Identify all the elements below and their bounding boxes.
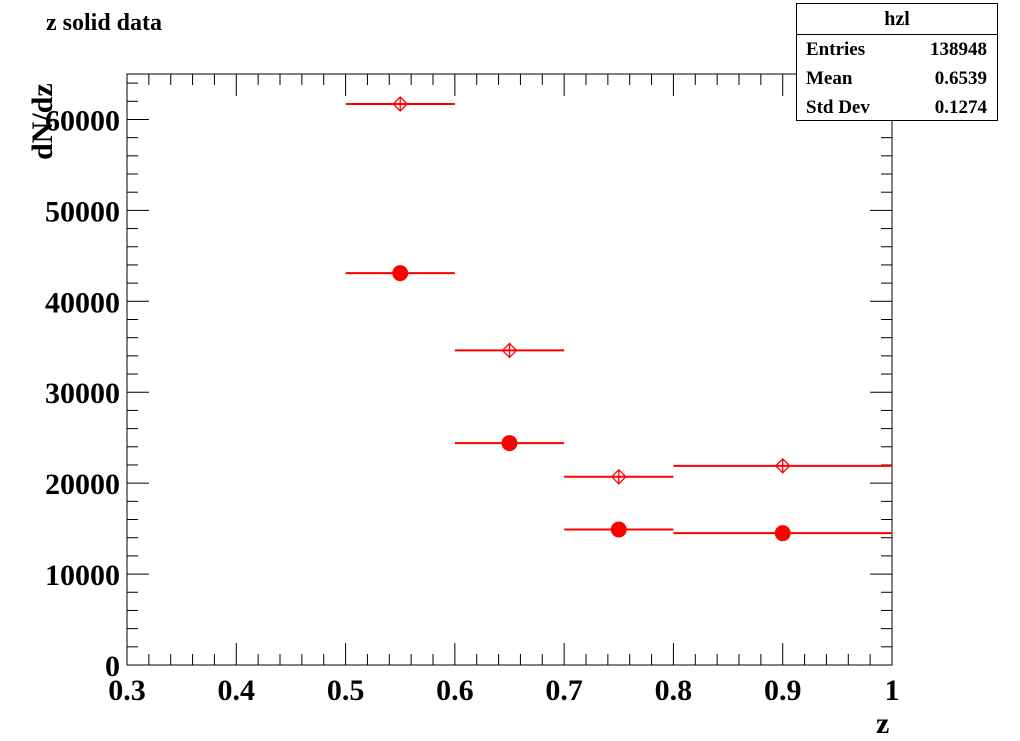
y-tick-label: 30000 — [45, 377, 120, 410]
data-point-filled-circle — [610, 521, 627, 538]
y-axis-label: dN/dz — [26, 83, 59, 160]
y-tick-label: 50000 — [45, 195, 120, 228]
stats-histogram-name: hzl — [797, 4, 997, 35]
x-tick-label: 0.7 — [545, 674, 583, 707]
data-point-open-diamond — [392, 96, 409, 112]
data-point-open-diamond — [501, 342, 518, 359]
plot-frame — [126, 73, 893, 666]
y-tick-label: 40000 — [45, 286, 120, 319]
stats-box: hzl Entries 138948 Mean 0.6539 Std Dev 0… — [796, 3, 998, 121]
stats-row-stddev: Std Dev 0.1274 — [797, 93, 997, 122]
stats-row-mean: Mean 0.6539 — [797, 64, 997, 93]
data-point-open-diamond — [774, 457, 791, 474]
chart-title: z solid data — [46, 10, 163, 36]
x-tick-label: 0.4 — [218, 674, 256, 707]
x-tick-label: 0.3 — [108, 674, 146, 707]
x-axis-label: z — [876, 707, 890, 740]
stats-mean-label: Mean — [806, 68, 853, 89]
stats-mean-value: 0.6539 — [934, 68, 987, 89]
data-point-filled-circle — [392, 265, 409, 282]
y-tick-label: 0 — [105, 650, 120, 683]
x-tick-label: 0.8 — [655, 674, 693, 707]
x-tick-label: 1 — [885, 674, 900, 707]
x-tick-label: 0.9 — [764, 674, 802, 707]
x-tick-label: 0.6 — [436, 674, 474, 707]
stats-entries-value: 138948 — [930, 39, 987, 60]
y-tick-label: 20000 — [45, 468, 120, 501]
data-point-filled-circle — [774, 525, 791, 542]
stats-stddev-label: Std Dev — [806, 97, 870, 118]
stats-stddev-value: 0.1274 — [934, 97, 987, 118]
data-point-open-diamond — [610, 468, 627, 485]
y-tick-label: 60000 — [45, 104, 120, 137]
y-tick-label: 10000 — [45, 559, 120, 592]
stats-row-entries: Entries 138948 — [797, 35, 997, 64]
stats-entries-label: Entries — [806, 39, 866, 60]
x-tick-label: 0.5 — [327, 674, 365, 707]
data-point-filled-circle — [501, 435, 518, 452]
